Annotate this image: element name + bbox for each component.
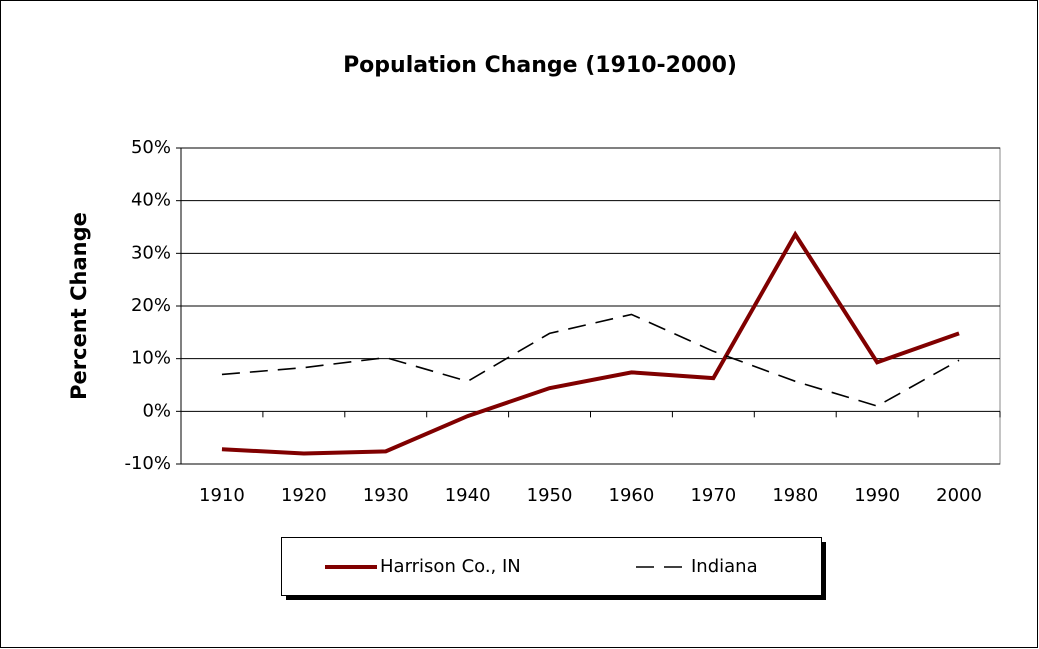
x-tick-label: 1980 — [772, 485, 818, 506]
y-tick-label: 30% — [131, 242, 171, 263]
x-tick-label: 2000 — [936, 485, 982, 506]
series-line — [221, 313, 960, 407]
x-tick-label: 1910 — [199, 485, 245, 506]
y-tick-label: 40% — [131, 190, 171, 211]
y-tick-label: 50% — [131, 137, 171, 158]
legend-label: Harrison Co., IN — [380, 556, 521, 577]
y-axis-label: Percent Change — [67, 212, 91, 400]
x-tick-label: 1990 — [854, 485, 900, 506]
series-line — [221, 230, 960, 456]
x-tick-label: 1920 — [281, 485, 327, 506]
y-tick-label: 10% — [131, 348, 171, 369]
legend-label: Indiana — [691, 556, 758, 577]
x-tick-label: 1970 — [690, 485, 736, 506]
y-tick-label: -10% — [124, 453, 171, 474]
y-tick-label: 0% — [142, 400, 171, 421]
x-tick-label: 1950 — [527, 485, 573, 506]
chart-title: Population Change (1910-2000) — [343, 53, 737, 78]
x-tick-label: 1960 — [609, 485, 655, 506]
y-tick-label: 20% — [131, 295, 171, 316]
x-tick-label: 1940 — [445, 485, 491, 506]
x-tick-label: 1930 — [363, 485, 409, 506]
